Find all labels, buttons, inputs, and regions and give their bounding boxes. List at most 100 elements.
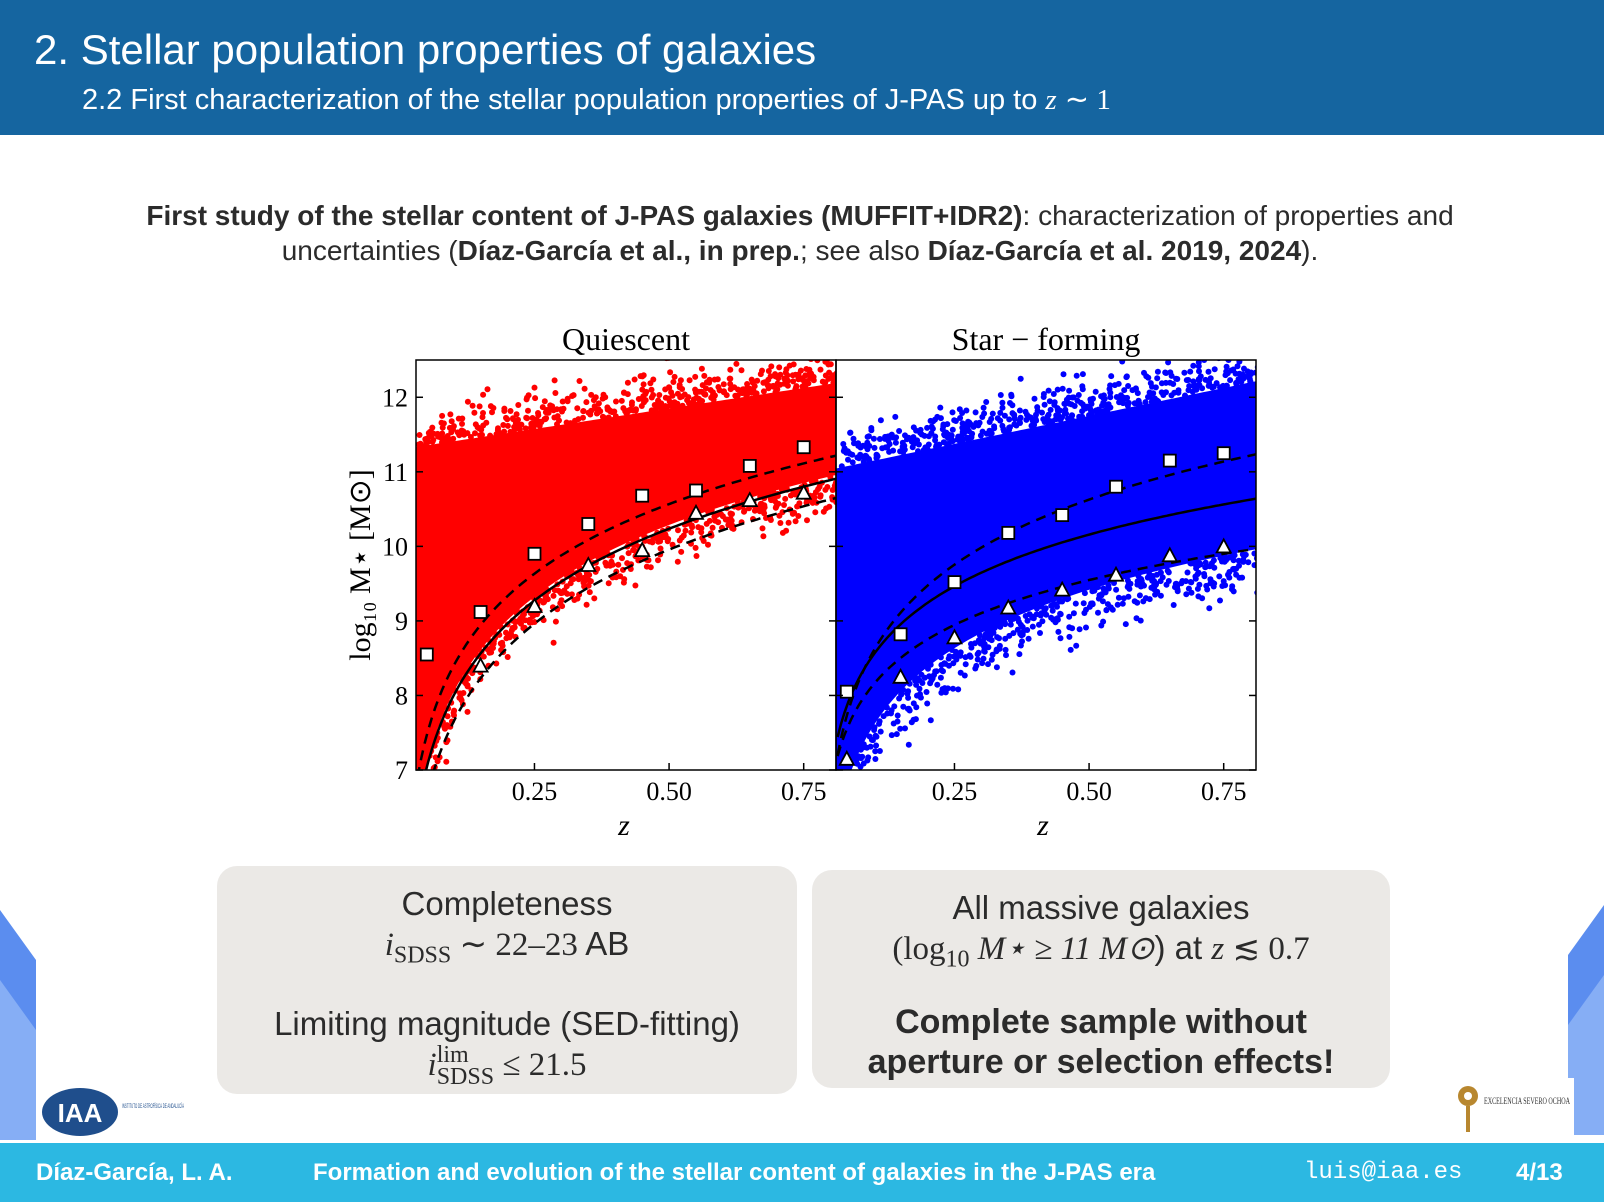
galaxy-point	[1195, 363, 1202, 370]
galaxy-point	[932, 433, 939, 440]
galaxy-point	[1192, 575, 1199, 582]
i-var-2: i	[427, 1046, 437, 1083]
galaxy-point	[887, 433, 893, 439]
square-marker	[419, 647, 434, 662]
galaxy-point	[970, 423, 977, 430]
galaxy-point	[570, 576, 577, 583]
galaxy-point	[476, 403, 483, 410]
galaxy-point	[605, 580, 612, 587]
galaxy-point	[1101, 586, 1107, 593]
galaxy-point	[563, 583, 570, 590]
galaxy-point	[559, 398, 566, 405]
galaxy-point	[588, 391, 595, 398]
galaxy-point	[731, 384, 738, 391]
galaxy-point	[701, 372, 708, 379]
galaxy-point	[469, 402, 476, 409]
galaxy-point	[855, 753, 862, 760]
x-tick-label: 0.50	[646, 777, 692, 806]
galaxy-point	[515, 416, 521, 423]
galaxy-point	[741, 507, 748, 514]
galaxy-point	[464, 398, 471, 405]
galaxy-point	[1066, 624, 1073, 631]
galaxy-point	[768, 363, 775, 370]
galaxy-point	[776, 512, 783, 519]
galaxy-point	[839, 836, 845, 842]
square-marker	[839, 684, 854, 699]
y-tick-label: 10	[382, 532, 408, 561]
galaxy-point	[861, 743, 868, 750]
galaxy-point	[499, 642, 506, 649]
galaxy-point	[1185, 377, 1192, 383]
galaxy-point	[1170, 381, 1177, 387]
galaxy-point	[989, 651, 996, 658]
galaxy-point	[569, 393, 576, 399]
galaxy-point	[1147, 380, 1154, 387]
galaxy-point	[817, 366, 824, 373]
galaxy-point	[873, 451, 880, 458]
galaxy-point	[1196, 368, 1202, 375]
galaxy-point	[1205, 368, 1212, 375]
galaxy-point	[1080, 600, 1087, 607]
galaxy-point	[945, 440, 952, 447]
galaxy-point	[621, 389, 627, 396]
galaxy-point	[688, 400, 695, 406]
square-marker	[1216, 446, 1231, 461]
square-marker	[1162, 453, 1177, 468]
galaxy-point	[924, 424, 931, 431]
galaxy-point	[585, 582, 592, 589]
galaxy-point	[1123, 373, 1130, 380]
galaxy-point	[959, 410, 966, 416]
galaxy-point	[1226, 554, 1233, 561]
galaxy-point	[851, 440, 857, 447]
galaxy-point	[639, 373, 646, 380]
galaxy-point	[605, 406, 612, 413]
galaxy-point	[772, 371, 779, 378]
galaxy-point	[835, 353, 841, 359]
galaxy-point	[1029, 417, 1036, 424]
galaxy-point	[601, 415, 608, 422]
galaxy-point	[416, 441, 422, 448]
galaxy-point	[1242, 551, 1249, 558]
galaxy-point	[1100, 392, 1107, 399]
galaxy-point	[1134, 578, 1141, 585]
galaxy-point	[891, 703, 898, 710]
galaxy-point	[715, 519, 722, 526]
galaxy-point	[1229, 583, 1236, 590]
galaxy-point	[500, 422, 507, 428]
galaxy-point	[954, 436, 961, 443]
galaxy-point	[985, 661, 991, 668]
galaxy-point	[656, 392, 663, 398]
galaxy-point	[1240, 556, 1247, 563]
galaxy-point	[765, 368, 772, 374]
square-marker	[527, 546, 542, 561]
limit-curve-dashed	[836, 547, 1256, 757]
galaxy-point	[761, 379, 768, 386]
galaxy-point	[938, 667, 945, 674]
galaxy-point	[953, 656, 960, 663]
galaxy-point	[1122, 395, 1129, 402]
galaxy-point	[803, 366, 810, 372]
galaxy-point	[1195, 569, 1202, 576]
galaxy-point	[515, 618, 522, 625]
galaxy-point	[720, 381, 727, 388]
galaxy-point	[1066, 633, 1073, 640]
galaxy-point	[638, 403, 645, 409]
galaxy-point	[630, 547, 637, 554]
galaxy-point	[1145, 394, 1151, 400]
galaxy-point	[997, 392, 1004, 398]
i-var: i	[384, 927, 394, 963]
galaxy-point	[729, 511, 735, 517]
completeness-unit: AB	[577, 925, 630, 962]
galaxy-point	[866, 457, 873, 464]
galaxy-point	[781, 380, 788, 387]
triangle-marker	[1215, 537, 1233, 554]
triangle-marker	[633, 541, 651, 558]
galaxy-point	[487, 432, 494, 439]
square-marker	[689, 483, 703, 498]
star-forming-frame	[835, 359, 1257, 771]
galaxy-point	[700, 538, 707, 544]
galaxy-point	[927, 717, 934, 724]
galaxy-point	[792, 518, 799, 525]
galaxy-point	[580, 408, 587, 415]
galaxy-point	[494, 427, 501, 434]
